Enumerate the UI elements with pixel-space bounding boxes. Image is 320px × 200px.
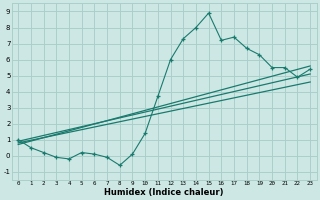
X-axis label: Humidex (Indice chaleur): Humidex (Indice chaleur)	[104, 188, 224, 197]
